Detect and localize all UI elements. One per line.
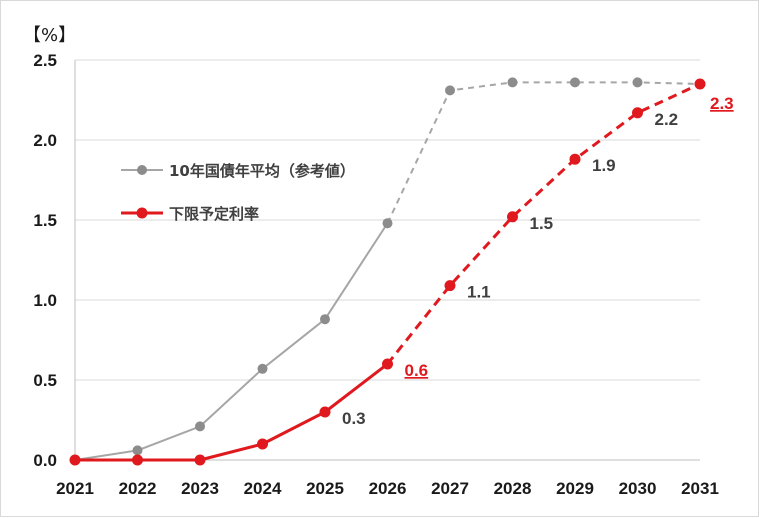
data-point (132, 454, 143, 466)
x-tick-label: 2028 (494, 479, 532, 498)
series-line-dashed (386, 81, 701, 224)
x-tick-label: 2029 (556, 479, 594, 498)
data-label: 0.3 (342, 409, 366, 428)
data-point (257, 363, 268, 374)
data-label: 1.9 (592, 156, 616, 175)
data-labels: 0.3 0.6 1.1 1.5 1.9 2.2 2.3 (342, 94, 734, 428)
y-tick-label: 1.0 (33, 291, 57, 310)
y-tick-label: 0.5 (33, 371, 57, 390)
y-unit-label: 【%】 (23, 25, 76, 46)
y-tick-label: 2.0 (33, 131, 57, 150)
grid-lines (74, 59, 700, 461)
data-label: 1.1 (467, 283, 491, 302)
x-tick-label: 2022 (119, 479, 157, 498)
legend-swatch-marker (136, 207, 148, 219)
data-point (320, 314, 330, 325)
data-point (507, 211, 518, 223)
x-tick-label: 2025 (306, 479, 344, 498)
series-line-solid (75, 362, 389, 462)
data-point (445, 85, 455, 96)
data-point (632, 107, 643, 119)
data-point (694, 78, 706, 90)
x-tick-label: 2027 (431, 479, 469, 498)
data-label: 2.3 (710, 94, 734, 113)
x-tick-label: 2031 (681, 479, 719, 498)
data-point (69, 454, 81, 466)
y-tick-label: 2.5 (33, 51, 57, 70)
data-point (194, 454, 206, 466)
data-point (507, 77, 518, 88)
series-markers (69, 77, 706, 466)
series-line-dashed (386, 82, 701, 365)
data-point (570, 77, 580, 88)
series-line-solid (74, 222, 389, 461)
data-label: 1.5 (530, 214, 554, 233)
legend-label-lower-limit: 下限予定利率 (169, 205, 259, 223)
x-tick-label: 2026 (369, 479, 407, 498)
data-point (195, 421, 205, 432)
y-axis-ticks: 0.0 0.5 1.0 1.5 2.0 2.5 (33, 51, 57, 470)
legend-item-lower-limit: 下限予定利率 (121, 205, 259, 223)
data-point (382, 218, 393, 229)
data-point (569, 153, 581, 165)
data-point (632, 77, 643, 88)
data-point (257, 438, 268, 450)
data-point (319, 406, 331, 418)
data-point (382, 358, 393, 370)
x-tick-label: 2023 (181, 479, 219, 498)
data-point (444, 280, 456, 292)
legend-label-reference: 10年国債年平均（参考値） (169, 162, 355, 180)
x-tick-label: 2030 (619, 479, 657, 498)
data-point (132, 445, 143, 456)
x-axis-ticks: 2021 2022 2023 2024 2025 2026 2027 2028 2029 2030… (56, 479, 719, 498)
y-tick-label: 1.5 (33, 211, 57, 230)
x-tick-label: 2021 (56, 479, 94, 498)
legend-swatch-marker (137, 165, 147, 175)
series-lines (74, 81, 701, 462)
legend: 10年国債年平均（参考値） 下限予定利率 (121, 162, 355, 223)
x-tick-label: 2024 (244, 479, 282, 498)
y-tick-label: 0.0 (33, 451, 57, 470)
legend-item-reference: 10年国債年平均（参考値） (121, 162, 355, 180)
data-label: 0.6 (405, 361, 429, 380)
data-label: 2.2 (655, 110, 679, 129)
